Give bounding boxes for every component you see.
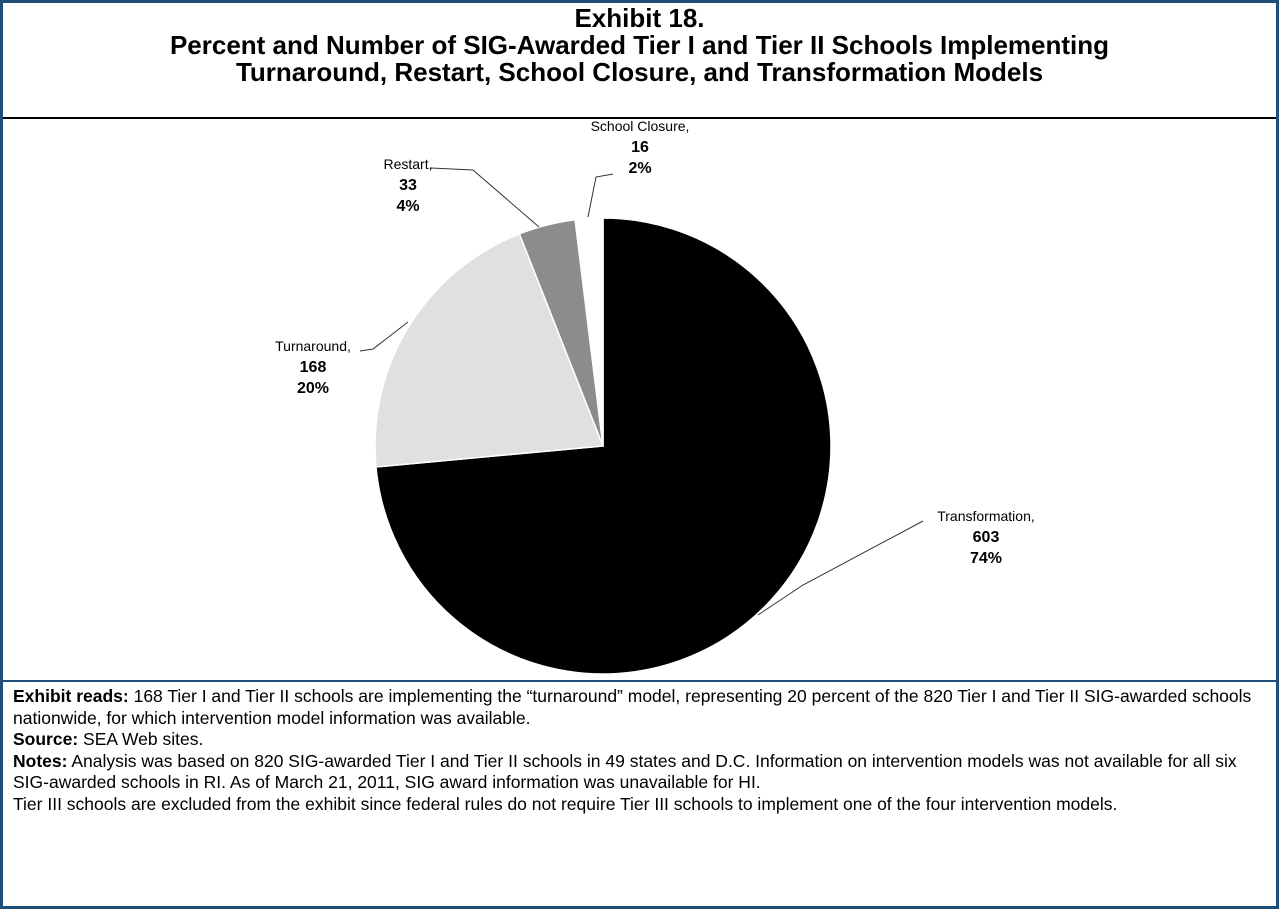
notes-label: Notes: — [13, 750, 68, 771]
leader-line-restart — [430, 167, 540, 228]
slice-label-turnaround: Turnaround, — [275, 338, 351, 354]
exhibit-notes: Exhibit reads: 168 Tier I and Tier II sc… — [13, 686, 1268, 815]
slice-count-school-closure: 16 — [631, 139, 649, 156]
exhibit-reads-label: Exhibit reads: — [13, 686, 129, 706]
pie-slice-school-closure — [574, 217, 604, 447]
slice-percent-transformation: 74% — [970, 550, 1002, 567]
chart-area: Transformation, 603 74% Turnaround, 168 20% Re… — [3, 117, 1276, 682]
slice-count-transformation: 603 — [973, 529, 1000, 546]
exhibit-title: Exhibit 18. Percent and Number of SIG-Aw… — [3, 3, 1276, 119]
pie-chart: Transformation, 603 74% Turnaround, 168 20% Re… — [275, 118, 1035, 675]
slice-label-restart: Restart, — [383, 156, 432, 172]
slice-count-turnaround: 168 — [300, 359, 327, 376]
leader-line-turnaround — [359, 321, 409, 352]
notes-note: Notes: Analysis was based on 820 SIG-awa… — [13, 751, 1268, 794]
leader-line-transformation — [757, 520, 924, 616]
source-note: Source: SEA Web sites. — [13, 729, 1268, 751]
source-text: SEA Web sites. — [78, 729, 204, 749]
slice-percent-restart: 4% — [396, 198, 419, 215]
slice-label-school-closure: School Closure, — [591, 118, 690, 134]
title-line-3: Turnaround, Restart, School Closure, and… — [235, 57, 1044, 87]
exhibit-reads-text: 168 Tier I and Tier II schools are imple… — [13, 686, 1252, 728]
exhibit-reads-note: Exhibit reads: 168 Tier I and Tier II sc… — [13, 686, 1268, 729]
pie-slice-turnaround — [374, 232, 605, 468]
title-line-1: Exhibit 18. — [574, 3, 705, 33]
title-line-2: Percent and Number of SIG-Awarded Tier I… — [169, 30, 1110, 60]
slice-percent-school-closure: 2% — [628, 160, 651, 177]
source-label: Source: — [13, 729, 79, 749]
leader-line-school-closure — [587, 173, 614, 218]
tier3-note: Tier III schools are excluded from the e… — [13, 793, 1118, 814]
notes-text: Analysis was based on 820 SIG-awarded Ti… — [13, 750, 1237, 793]
slice-percent-turnaround: 20% — [297, 380, 329, 397]
slice-count-restart: 33 — [399, 177, 417, 194]
slice-label-transformation: Transformation, — [937, 508, 1035, 524]
